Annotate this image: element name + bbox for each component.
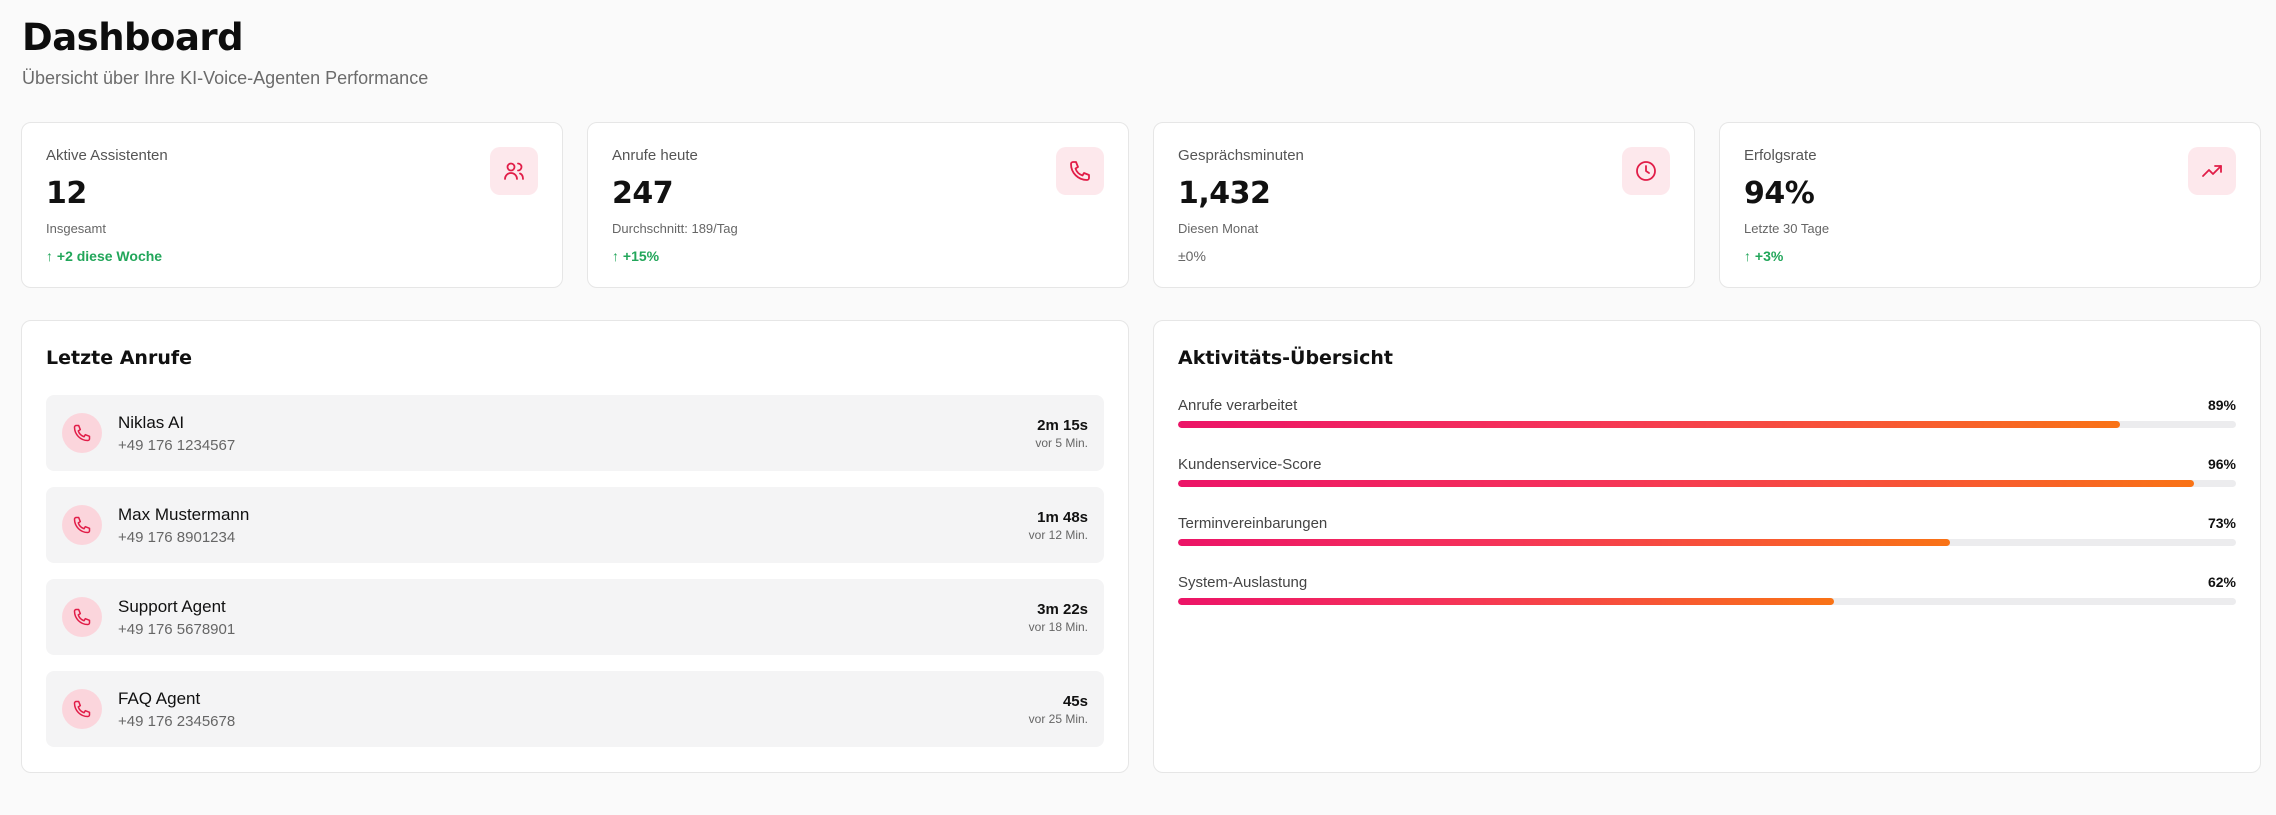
phone-icon bbox=[62, 689, 102, 729]
phone-icon bbox=[62, 597, 102, 637]
stat-value: 12 bbox=[46, 176, 87, 211]
progress-track bbox=[1178, 598, 2236, 605]
caller-phone: +49 176 8901234 bbox=[118, 528, 236, 546]
caller-name: Max Mustermann bbox=[118, 504, 250, 524]
stat-label: Gesprächsminuten bbox=[1178, 147, 1304, 164]
activity-list: Anrufe verarbeitet 89% Kundenservice-Sco… bbox=[1178, 397, 2236, 605]
caller-phone: +49 176 2345678 bbox=[118, 712, 236, 730]
stat-label: Aktive Assistenten bbox=[46, 147, 168, 164]
call-time: vor 18 Min. bbox=[1028, 619, 1088, 634]
call-time: vor 25 Min. bbox=[1028, 711, 1088, 726]
list-item[interactable]: Max Mustermann +49 176 8901234 1m 48s vo… bbox=[46, 487, 1104, 563]
progress-track bbox=[1178, 421, 2236, 428]
activity-label: Kundenservice-Score bbox=[1178, 456, 1322, 473]
activity-item-appointments: Terminvereinbarungen 73% bbox=[1178, 515, 2236, 546]
stat-sub: Insgesamt bbox=[46, 221, 106, 236]
activity-label: Anrufe verarbeitet bbox=[1178, 397, 1298, 414]
stat-trend: ↑ +15% bbox=[612, 248, 660, 264]
activity-panel: Aktivitäts-Übersicht Anrufe verarbeitet … bbox=[1153, 320, 2261, 773]
phone-icon bbox=[62, 505, 102, 545]
list-item[interactable]: Niklas AI +49 176 1234567 2m 15s vor 5 M… bbox=[46, 395, 1104, 471]
stat-sub: Diesen Monat bbox=[1178, 221, 1259, 236]
clock-icon bbox=[1622, 147, 1670, 195]
progress-track bbox=[1178, 539, 2236, 546]
call-time: vor 5 Min. bbox=[1035, 435, 1088, 450]
progress-fill bbox=[1178, 598, 1834, 605]
list-item[interactable]: FAQ Agent +49 176 2345678 45s vor 25 Min… bbox=[46, 671, 1104, 747]
page-header: Dashboard Übersicht über Ihre KI-Voice-A… bbox=[22, 14, 428, 89]
caller-phone: +49 176 1234567 bbox=[118, 436, 236, 454]
stat-value: 1,432 bbox=[1178, 176, 1271, 211]
progress-fill bbox=[1178, 539, 1951, 546]
caller-name: Niklas AI bbox=[118, 412, 185, 432]
stat-card-active-assistants: Aktive Assistenten 12 Insgesamt ↑ +2 die… bbox=[21, 122, 563, 288]
activity-percent: 62% bbox=[2207, 574, 2236, 590]
activity-percent: 73% bbox=[2207, 515, 2236, 531]
stat-value: 247 bbox=[612, 176, 674, 211]
progress-track bbox=[1178, 480, 2236, 487]
call-time: vor 12 Min. bbox=[1028, 527, 1088, 542]
users-icon bbox=[490, 147, 538, 195]
phone-icon bbox=[1056, 147, 1104, 195]
caller-name: Support Agent bbox=[118, 596, 226, 616]
activity-item-customer-service: Kundenservice-Score 96% bbox=[1178, 456, 2236, 487]
call-duration: 2m 15s bbox=[1037, 416, 1088, 434]
stat-card-calls-today: Anrufe heute 247 Durchschnitt: 189/Tag ↑… bbox=[587, 122, 1129, 288]
call-duration: 1m 48s bbox=[1037, 508, 1088, 526]
stat-sub: Letzte 30 Tage bbox=[1744, 221, 1830, 236]
recent-calls-title: Letzte Anrufe bbox=[46, 347, 192, 369]
stats-row: Aktive Assistenten 12 Insgesamt ↑ +2 die… bbox=[21, 122, 2261, 288]
stat-card-success-rate: Erfolgsrate 94% Letzte 30 Tage ↑ +3% bbox=[1719, 122, 2261, 288]
recent-calls-panel: Letzte Anrufe Niklas AI +49 176 1234567 … bbox=[21, 320, 1129, 773]
page-title: Dashboard bbox=[22, 16, 244, 59]
progress-fill bbox=[1178, 480, 2194, 487]
trending-up-icon bbox=[2188, 147, 2236, 195]
activity-item-system-load: System-Auslastung 62% bbox=[1178, 574, 2236, 605]
call-duration: 45s bbox=[1062, 692, 1088, 710]
stat-value: 94% bbox=[1744, 176, 1815, 211]
activity-percent: 96% bbox=[2207, 456, 2236, 472]
activity-title: Aktivitäts-Übersicht bbox=[1178, 347, 1393, 369]
stat-label: Anrufe heute bbox=[612, 147, 698, 164]
call-list: Niklas AI +49 176 1234567 2m 15s vor 5 M… bbox=[46, 395, 1104, 747]
stat-trend: ↑ +2 diese Woche bbox=[46, 248, 163, 264]
stat-card-call-minutes: Gesprächsminuten 1,432 Diesen Monat ±0% bbox=[1153, 122, 1695, 288]
caller-name: FAQ Agent bbox=[118, 688, 201, 708]
activity-label: System-Auslastung bbox=[1178, 574, 1308, 591]
activity-label: Terminvereinbarungen bbox=[1178, 515, 1328, 532]
page-subtitle: Übersicht über Ihre KI-Voice-Agenten Per… bbox=[22, 68, 429, 88]
progress-fill bbox=[1178, 421, 2120, 428]
activity-item-calls-processed: Anrufe verarbeitet 89% bbox=[1178, 397, 2236, 428]
activity-percent: 89% bbox=[2207, 397, 2236, 413]
caller-phone: +49 176 5678901 bbox=[118, 620, 236, 638]
call-duration: 3m 22s bbox=[1037, 600, 1088, 618]
stat-trend: ±0% bbox=[1178, 248, 1206, 264]
phone-icon bbox=[62, 413, 102, 453]
stat-sub: Durchschnitt: 189/Tag bbox=[612, 221, 738, 236]
list-item[interactable]: Support Agent +49 176 5678901 3m 22s vor… bbox=[46, 579, 1104, 655]
stat-label: Erfolgsrate bbox=[1744, 147, 1817, 164]
stat-trend: ↑ +3% bbox=[1744, 248, 1784, 264]
